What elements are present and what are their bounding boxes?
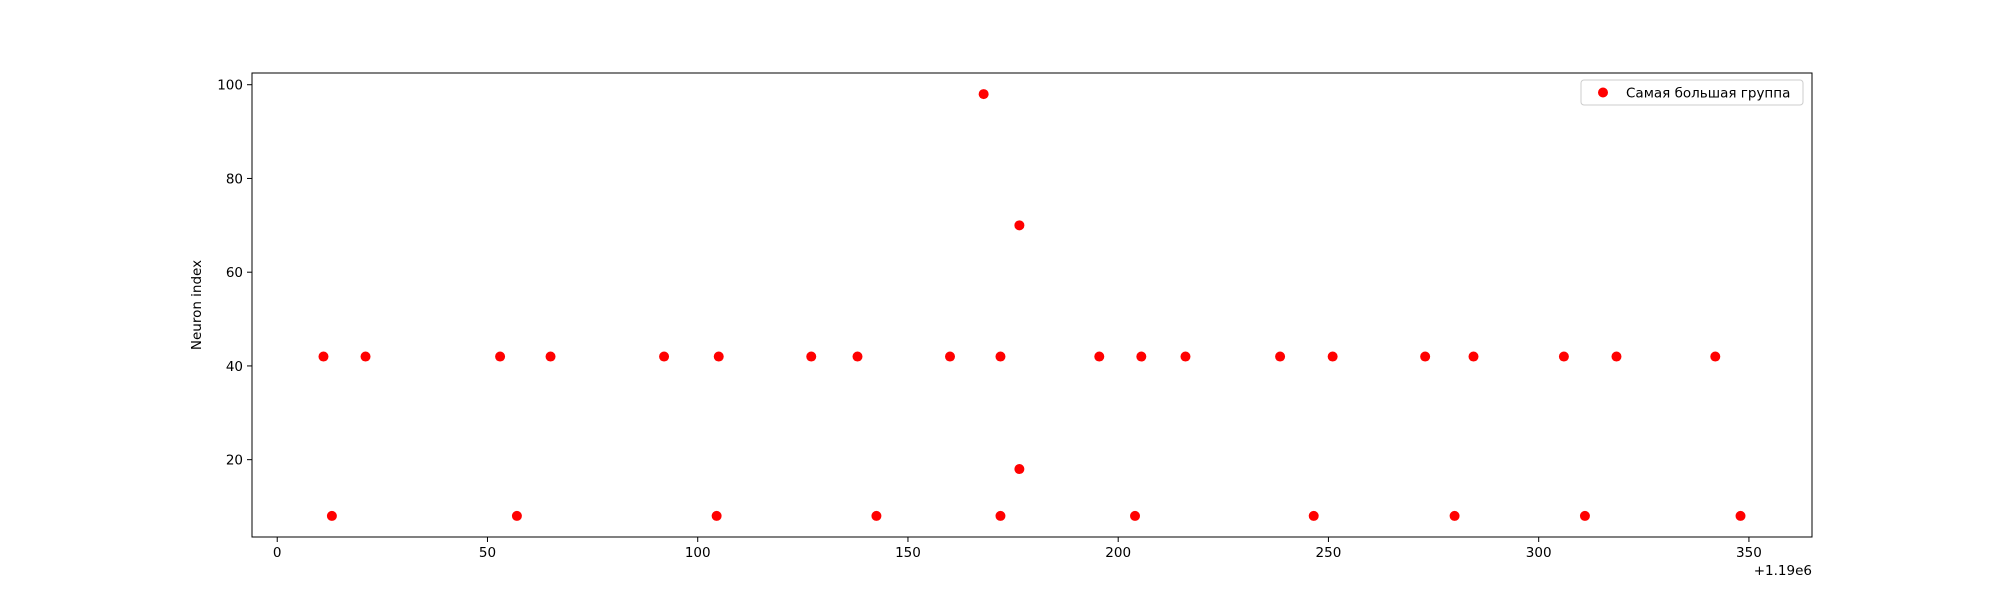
- y-tick-label: 100: [217, 78, 243, 94]
- data-point: [545, 351, 556, 362]
- legend-box: [1580, 79, 1804, 106]
- legend-label: Самая большая группа: [1626, 86, 1790, 102]
- data-point: [659, 351, 670, 362]
- data-point: [1014, 220, 1025, 231]
- x-tick-label: 100: [685, 545, 711, 561]
- y-axis-label: Neuron index: [189, 260, 205, 350]
- data-point: [852, 351, 863, 362]
- data-point: [1468, 351, 1479, 362]
- x-axis-offset-label: +1.19e6: [1754, 563, 1812, 579]
- data-point: [495, 351, 506, 362]
- data-point: [1308, 510, 1319, 521]
- data-point: [945, 351, 956, 362]
- data-point: [995, 351, 1006, 362]
- y-tick-label: 80: [226, 171, 243, 187]
- data-point: [711, 510, 722, 521]
- data-point: [1275, 351, 1286, 362]
- data-point: [1180, 351, 1191, 362]
- data-point: [318, 351, 329, 362]
- data-point: [1449, 510, 1460, 521]
- data-point: [326, 510, 337, 521]
- data-point: [1611, 351, 1622, 362]
- data-point: [806, 351, 817, 362]
- x-tick-label: 50: [479, 545, 496, 561]
- data-point: [1094, 351, 1105, 362]
- data-point: [1710, 351, 1721, 362]
- y-tick-label: 20: [226, 453, 243, 469]
- x-tick-label: 250: [1316, 545, 1342, 561]
- data-point: [1136, 351, 1147, 362]
- data-point: [713, 351, 724, 362]
- x-tick-label: 150: [895, 545, 921, 561]
- data-point: [360, 351, 371, 362]
- legend: Самая большая группа: [1580, 79, 1804, 106]
- data-point: [511, 510, 522, 521]
- data-point: [995, 510, 1006, 521]
- legend-marker: [1598, 87, 1608, 98]
- data-point: [871, 510, 882, 521]
- x-tick-label: 0: [273, 545, 282, 561]
- data-point: [1327, 351, 1338, 362]
- data-point: [1420, 351, 1431, 362]
- data-point: [1579, 510, 1590, 521]
- y-tick-label: 40: [226, 359, 243, 375]
- data-point: [1558, 351, 1569, 362]
- x-tick-label: 200: [1105, 545, 1131, 561]
- data-point: [1130, 510, 1141, 521]
- data-point: [1735, 510, 1746, 521]
- data-point: [978, 89, 989, 100]
- data-points: [318, 89, 1746, 521]
- plot-area-frame: [251, 72, 1813, 538]
- y-tick-label: 60: [226, 265, 243, 281]
- x-tick-label: 300: [1526, 545, 1552, 561]
- axis-ticks: 0 50 100 150 200 250 300 350 20 40 60 80 100: [217, 78, 1762, 561]
- data-point: [1014, 464, 1025, 475]
- x-tick-label: 350: [1736, 545, 1762, 561]
